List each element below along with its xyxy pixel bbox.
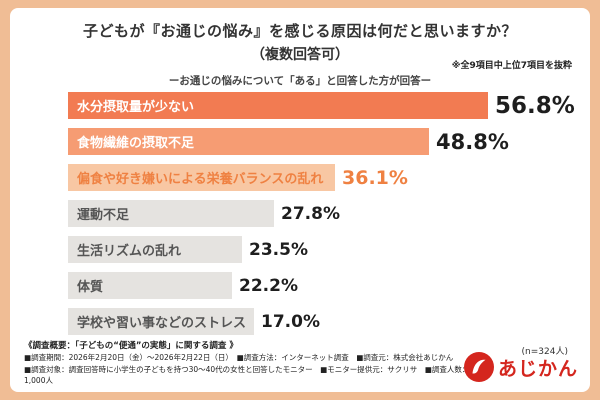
bar-value: 56.8% bbox=[495, 92, 575, 119]
bar-row: 水分摂取量が少ない 56.8% bbox=[68, 92, 575, 119]
bar-label: 学校や習い事などのストレス bbox=[77, 316, 247, 331]
bar-row: 体質 22.2% bbox=[68, 272, 575, 299]
survey-footer: 《調査概要：「子どもの“便通”の実態」に関する調査 》 ■調査期間：2026年2… bbox=[24, 340, 482, 387]
bar-row: 生活リズムの乱れ 23.5% bbox=[68, 236, 575, 263]
chart-title-sub: （複数回答可） bbox=[251, 47, 349, 63]
survey-summary: 《調査概要：「子どもの“便通”の実態」に関する調査 》 bbox=[24, 340, 238, 351]
bar-value: 36.1% bbox=[342, 166, 408, 189]
bar-row: 学校や習い事などのストレス 17.0% bbox=[68, 308, 575, 335]
bar: 体質 bbox=[68, 272, 232, 299]
bar-label: 食物繊維の摂取不足 bbox=[77, 136, 195, 151]
bar: 食物繊維の摂取不足 bbox=[68, 128, 429, 155]
survey-card: 子どもが『お通じの悩み』を感じる原因は何だと思いますか？ （複数回答可） ※全9… bbox=[10, 8, 590, 392]
bar-value: 23.5% bbox=[249, 239, 308, 260]
survey-detail-line-1: ■調査期間：2026年2月20日（金）～2026年2月22日（日） ■調査方法：… bbox=[24, 353, 454, 363]
bar-row: 運動不足 27.8% bbox=[68, 200, 575, 227]
bar: 偏食や好き嫌いによる栄養バランスの乱れ bbox=[68, 164, 335, 191]
survey-detail-line-2: ■調査対象：調査回答時に小学生の子どもを持つ30～40代の女性と回答したモニター… bbox=[24, 364, 470, 385]
ajikan-logo: あじかん bbox=[463, 352, 578, 382]
bar-value: 22.2% bbox=[239, 275, 298, 296]
bar-value: 27.8% bbox=[281, 203, 340, 224]
bar-row: 偏食や好き嫌いによる栄養バランスの乱れ 36.1% bbox=[68, 164, 575, 191]
bar: 学校や習い事などのストレス bbox=[68, 308, 255, 335]
top-items-note: ※全9項目中上位7項目を抜粋 bbox=[451, 61, 572, 71]
bar-value: 17.0% bbox=[261, 311, 320, 332]
bar: 運動不足 bbox=[68, 200, 274, 227]
bar-chart: 水分摂取量が少ない 56.8% 食物繊維の摂取不足 48.8% 偏食や好き嫌いに… bbox=[68, 92, 575, 344]
bar-label: 生活リズムの乱れ bbox=[77, 244, 182, 259]
chart-subtitle: ーお通じの悩みについて「ある」と回答した方が回答ー bbox=[168, 75, 432, 87]
ajikan-logo-text: あじかん bbox=[497, 357, 578, 380]
bar-label: 偏食や好き嫌いによる栄養バランスの乱れ bbox=[77, 172, 324, 187]
chart-title: 子どもが『お通じの悩み』を感じる原因は何だと思いますか？ bbox=[82, 22, 517, 40]
bar-label: 水分摂取量が少ない bbox=[77, 100, 195, 115]
bar-row: 食物繊維の摂取不足 48.8% bbox=[68, 128, 575, 155]
bar: 水分摂取量が少ない bbox=[68, 92, 488, 119]
sample-size-note: (n=324人) bbox=[521, 347, 568, 357]
bar-label: 運動不足 bbox=[77, 208, 130, 223]
bar-label: 体質 bbox=[77, 280, 104, 295]
bar: 生活リズムの乱れ bbox=[68, 236, 242, 263]
bar-value: 48.8% bbox=[436, 129, 509, 154]
ajikan-logo-icon bbox=[463, 352, 494, 382]
